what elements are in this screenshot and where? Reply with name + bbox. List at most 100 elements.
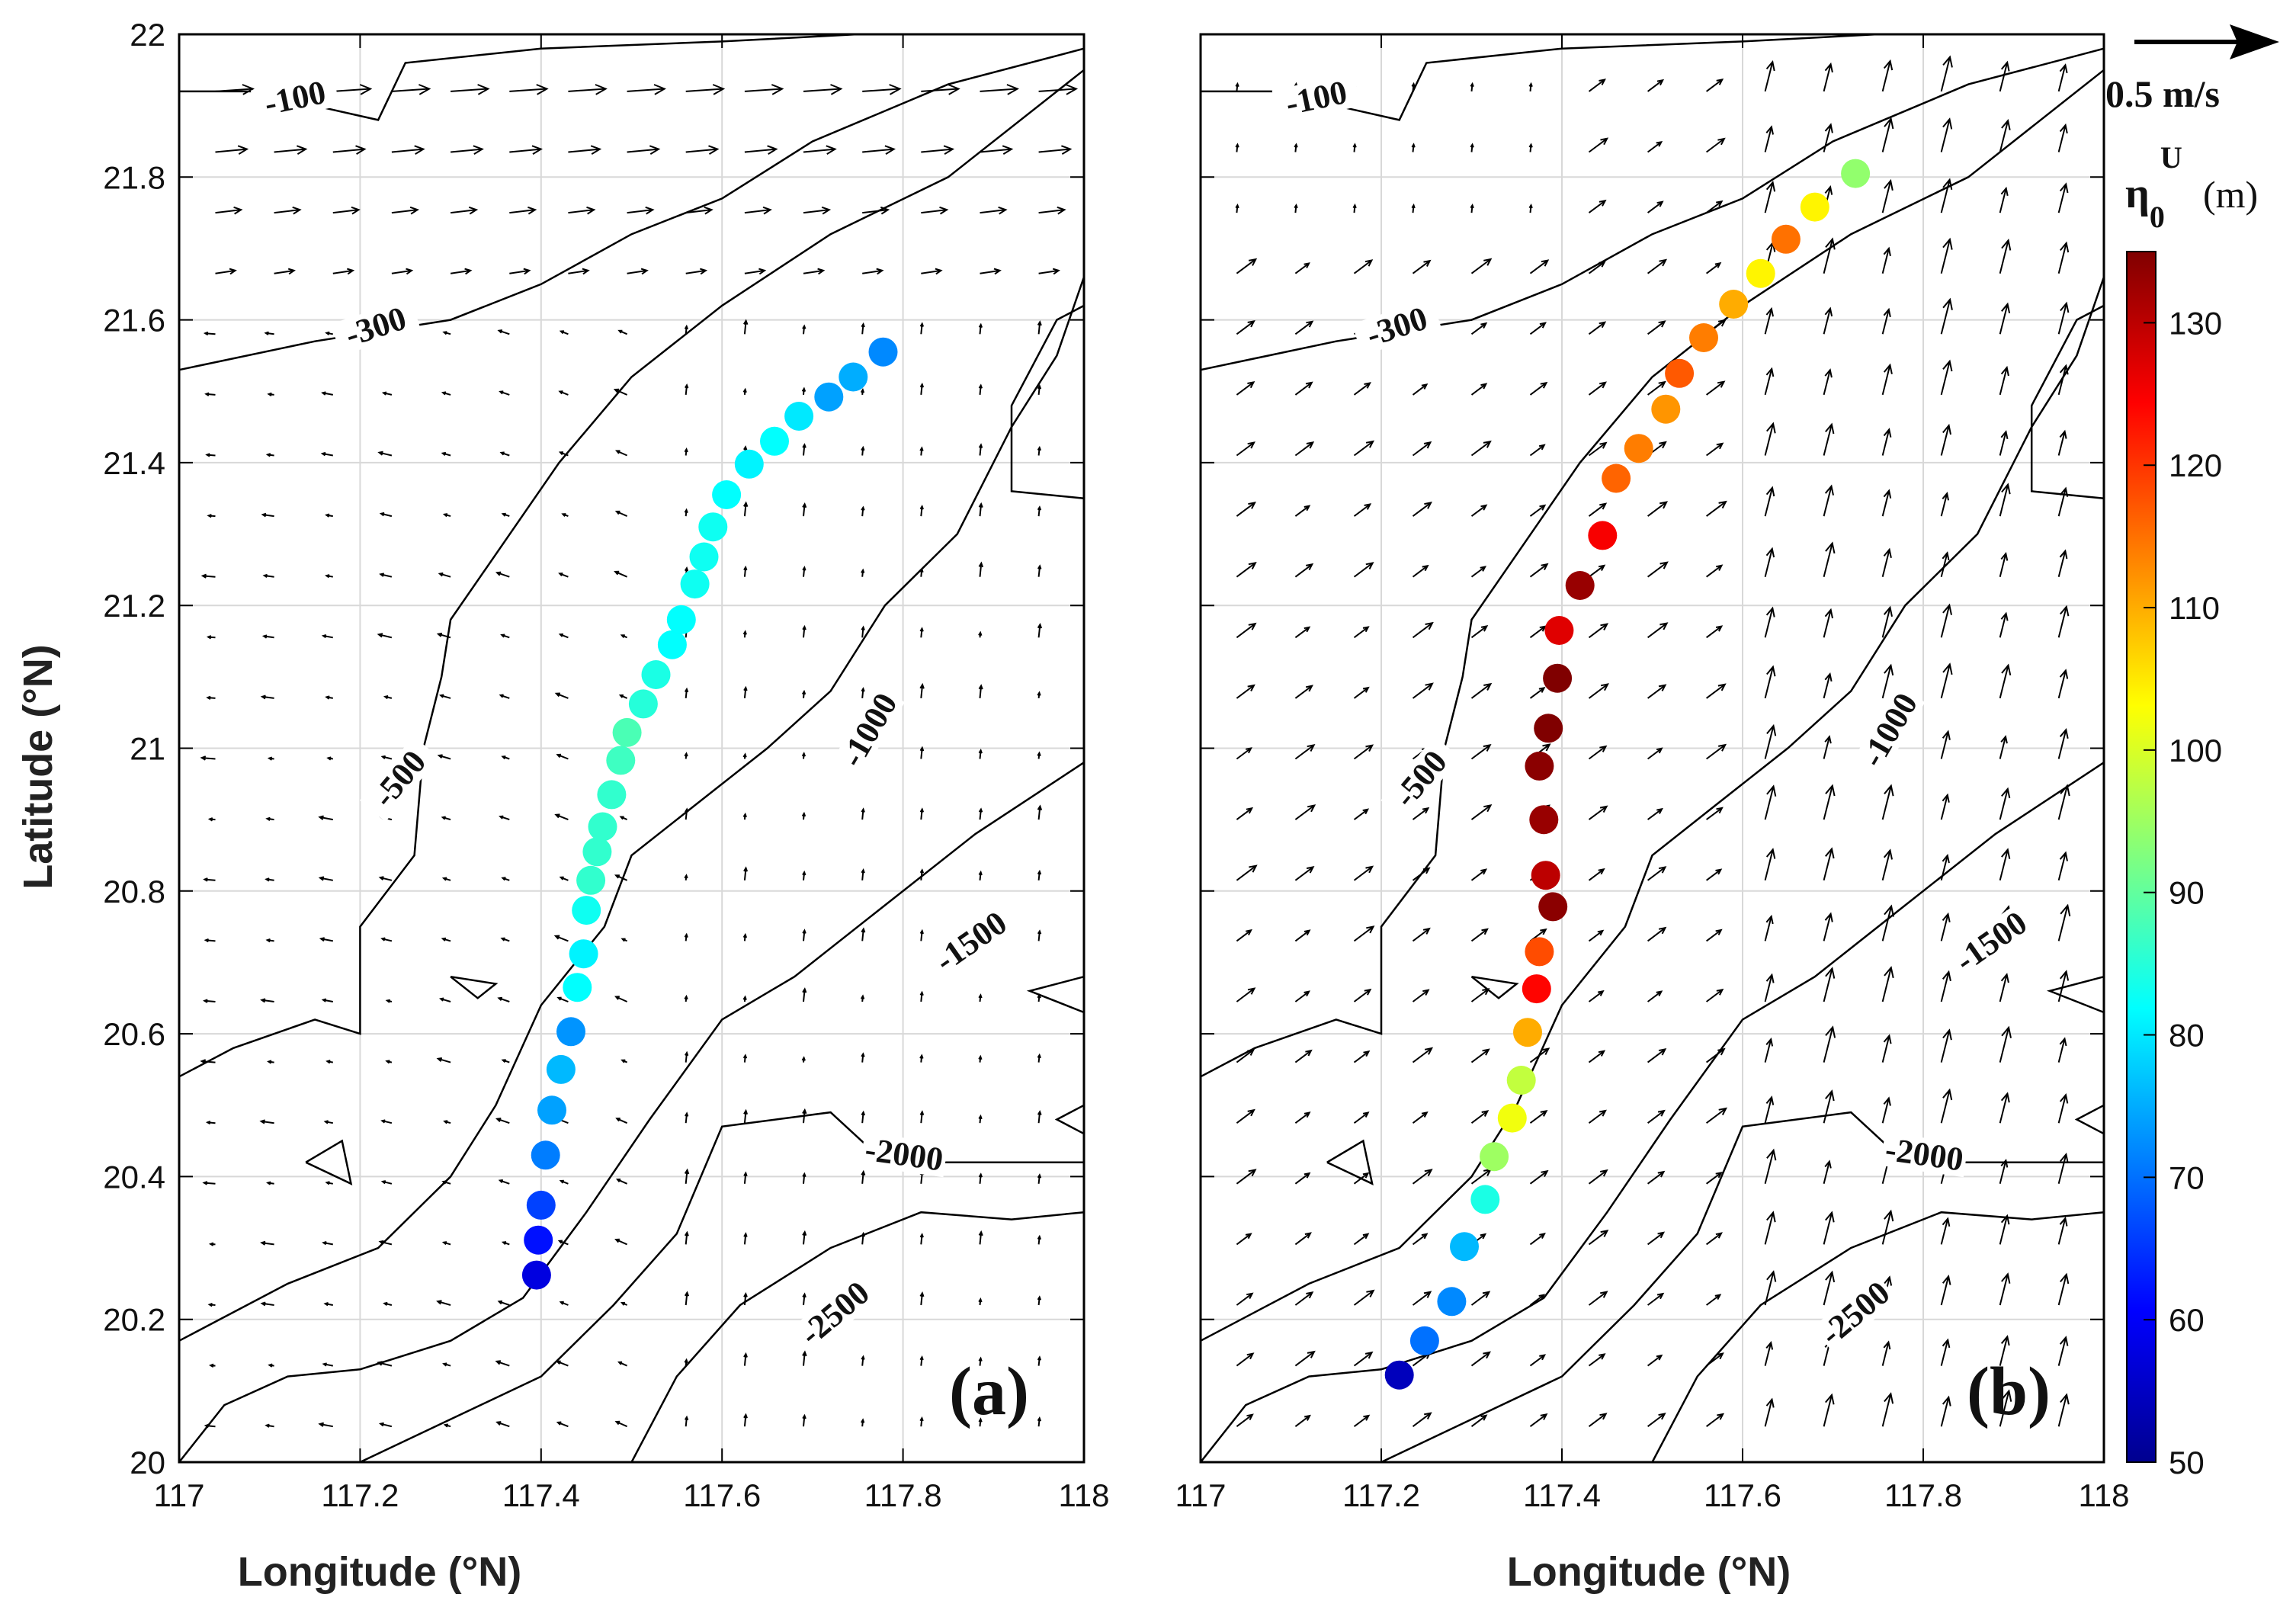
velocity-arrow-head <box>1248 258 1258 266</box>
velocity-arrow <box>1999 303 2009 335</box>
velocity-arrow-head <box>998 206 1008 215</box>
velocity-arrow-head <box>685 807 689 813</box>
contour-label-background <box>1880 1132 1968 1178</box>
velocity-arrow-head <box>802 929 806 934</box>
velocity-arrow-head <box>743 1352 748 1358</box>
velocity-arrow-head <box>1365 744 1374 752</box>
velocity-arrow <box>509 88 547 92</box>
velocity-arrow <box>1706 79 1723 92</box>
velocity-arrow-head <box>1599 441 1608 449</box>
velocity-arrow-head <box>1599 502 1608 510</box>
gridlines <box>1200 34 2105 1463</box>
velocity-arrow <box>1764 368 1773 396</box>
velocity-arrow <box>1294 929 1310 942</box>
velocity-arrow-head <box>1824 672 1833 682</box>
velocity-arrow-head <box>1425 621 1434 630</box>
velocity-arrow <box>1764 725 1775 759</box>
velocity-arrow-head <box>978 443 983 448</box>
contour-label-background <box>860 1132 948 1178</box>
velocity-arrow-head <box>2060 241 2070 253</box>
velocity-arrow-head <box>1304 505 1311 512</box>
contour-label-background <box>1352 297 1442 356</box>
velocity-arrow <box>1823 848 1833 881</box>
velocity-arrow-head <box>1824 62 1833 73</box>
velocity-arrow-head <box>2000 186 2009 197</box>
velocity-arrow-head <box>1718 743 1727 752</box>
velocity-arrow <box>1999 1160 2007 1185</box>
velocity-arrow <box>1705 1352 1724 1367</box>
data-point <box>556 1017 585 1047</box>
velocity-arrow-head <box>743 866 749 872</box>
velocity-arrow-head <box>1942 793 1950 803</box>
velocity-arrow <box>1529 1170 1548 1185</box>
velocity-arrow <box>274 148 306 153</box>
velocity-arrow-head <box>497 996 503 1002</box>
velocity-arrow <box>2057 1337 2067 1366</box>
velocity-arrow-head <box>1235 143 1239 148</box>
velocity-arrow <box>1236 320 1255 335</box>
velocity-arrow-head <box>1715 564 1724 571</box>
data-point <box>606 746 636 775</box>
velocity-arrow <box>1294 563 1313 578</box>
velocity-arrow-head <box>978 630 983 637</box>
velocity-arrow-head <box>1766 1211 1776 1223</box>
velocity-arrow-head <box>319 937 325 942</box>
velocity-arrow-head <box>586 206 596 215</box>
velocity-arrow-head <box>1037 804 1043 811</box>
velocity-arrow-head <box>1248 562 1257 569</box>
velocity-arrow-head <box>1483 1351 1491 1359</box>
contour-label-background <box>927 903 1015 980</box>
velocity-arrow-head <box>1824 484 1834 496</box>
velocity-arrow-head <box>595 84 608 95</box>
data-point <box>1470 1185 1500 1214</box>
data-point <box>1665 358 1695 388</box>
velocity-arrow-head <box>1600 623 1609 630</box>
velocity-arrow <box>1412 441 1432 457</box>
velocity-arrow-head <box>203 331 209 336</box>
velocity-arrow-head <box>380 1119 386 1124</box>
velocity-arrow <box>1038 209 1065 214</box>
velocity-arrow-head <box>884 145 896 155</box>
velocity-arrow <box>450 269 471 274</box>
velocity-arrow-head <box>260 1240 266 1246</box>
velocity-arrow <box>1236 258 1256 274</box>
velocity-arrow-head <box>1658 320 1666 328</box>
velocity-arrow-head <box>1246 747 1252 754</box>
velocity-arrow <box>1940 553 1948 577</box>
velocity-arrow-head <box>1600 1291 1608 1298</box>
velocity-arrow <box>1470 441 1491 457</box>
velocity-arrow <box>1940 664 1951 699</box>
velocity-arrow-head <box>2000 1335 2010 1346</box>
contour-label-background <box>1854 685 1926 775</box>
y-tick-label: 21.8 <box>103 159 165 195</box>
velocity-arrow-head <box>743 319 749 326</box>
data-point <box>628 689 658 719</box>
velocity-arrow-head <box>1424 502 1432 509</box>
velocity-arrow-head <box>743 1171 748 1177</box>
velocity-arrow <box>1529 1047 1550 1063</box>
velocity-arrow-head <box>1942 492 1949 501</box>
velocity-arrow-head <box>1480 1233 1487 1240</box>
data-point <box>1544 616 1574 645</box>
velocity-arrow <box>1529 687 1545 699</box>
velocity-arrow-head <box>1482 988 1490 996</box>
velocity-arrow-head <box>2060 970 2070 981</box>
velocity-arrow <box>1529 1110 1547 1124</box>
velocity-arrow-head <box>207 514 212 518</box>
data-point <box>1531 861 1560 890</box>
colorbar-title-symbol: η <box>2125 170 2150 217</box>
velocity-arrow-head <box>1766 1148 1777 1161</box>
velocity-arrow <box>1940 179 1951 213</box>
velocity-arrow <box>2057 905 2069 941</box>
velocity-arrow-head <box>378 876 384 880</box>
velocity-arrow-head <box>802 870 806 876</box>
velocity-arrow-head <box>200 573 207 579</box>
velocity-arrow-head <box>554 692 560 698</box>
velocity-arrow <box>803 627 806 638</box>
velocity-arrow <box>380 573 393 578</box>
velocity-arrow <box>1647 259 1666 274</box>
velocity-arrow-head <box>497 1300 503 1305</box>
velocity-arrow <box>803 148 835 153</box>
velocity-arrow-head <box>2000 1092 2010 1103</box>
data-point <box>1480 1142 1509 1172</box>
